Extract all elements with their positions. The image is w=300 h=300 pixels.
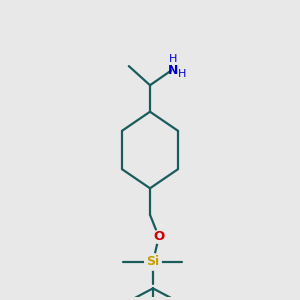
Text: H: H	[169, 54, 177, 64]
Circle shape	[145, 254, 161, 270]
Text: H: H	[178, 69, 187, 79]
Text: O: O	[153, 230, 164, 243]
Text: Si: Si	[146, 255, 160, 268]
Text: N: N	[167, 64, 178, 77]
Circle shape	[152, 230, 165, 243]
